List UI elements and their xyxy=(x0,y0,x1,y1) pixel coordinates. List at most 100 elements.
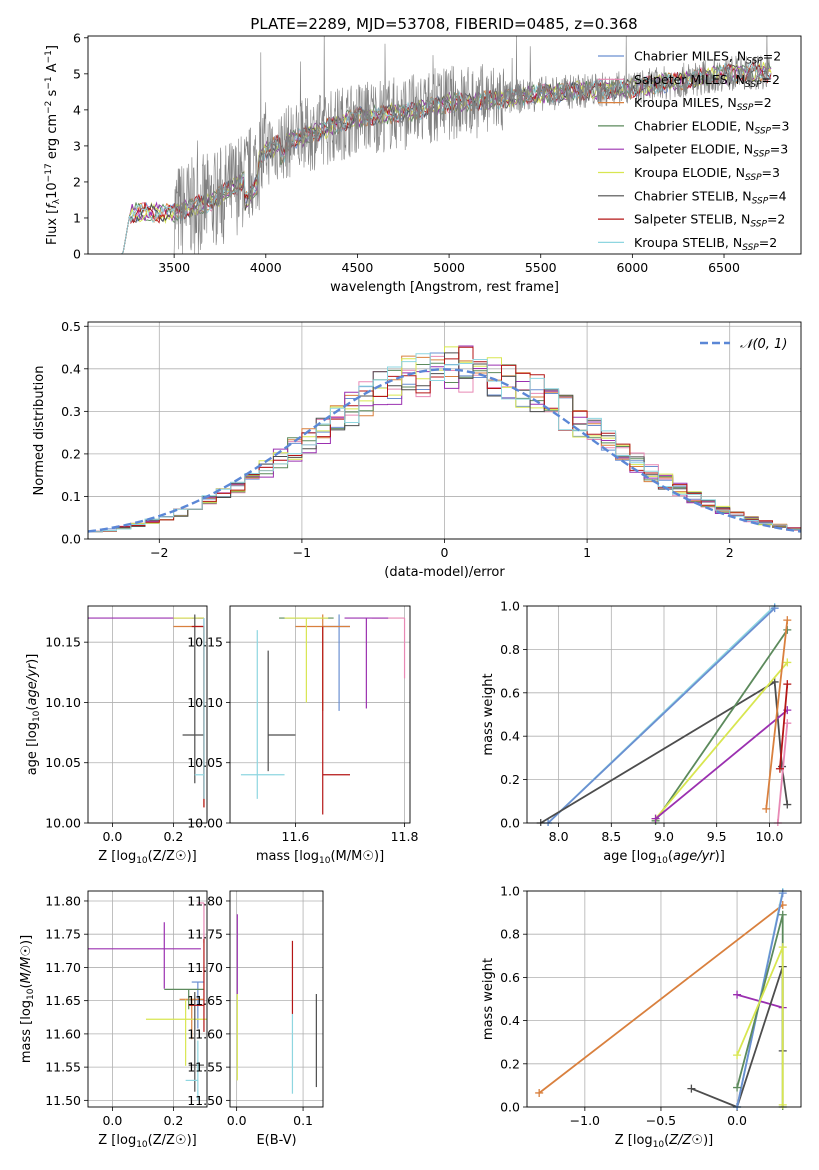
weight-marker-salpeter_elodie xyxy=(651,814,660,823)
x-axis-label: Z [log10(Z/Z☉)] xyxy=(98,849,196,866)
weight-line-salpeter_miles xyxy=(776,723,789,824)
x-tick-label: 8.0 xyxy=(549,829,569,844)
spectrum-lines xyxy=(121,36,772,254)
weight-marker-chabrier_stelib xyxy=(687,1084,696,1093)
weight-marker-kroupa_elodie xyxy=(733,1051,742,1060)
y-tick-label: 1.0 xyxy=(500,599,520,614)
error-bars xyxy=(236,914,317,1094)
x-axis-label: E(B-V) xyxy=(256,1133,296,1148)
x-tick-label: 3500 xyxy=(158,260,190,275)
error-bars xyxy=(88,614,205,808)
x-axis-label: Z [log10(Z/Z☉)] xyxy=(98,1133,196,1150)
y-tick-label: 10.15 xyxy=(187,635,223,650)
x-tick-label: 9.0 xyxy=(654,829,674,844)
y-tick-label: 0.2 xyxy=(61,446,81,461)
x-tick-label: −0.5 xyxy=(646,1113,676,1128)
x-axis-label: Z [log10(Z/Z☉)] xyxy=(615,1133,713,1150)
y-tick-label: 10.15 xyxy=(45,635,81,650)
y-tick-label: 0.1 xyxy=(61,489,81,504)
y-tick-label: 0.2 xyxy=(500,772,520,787)
y-tick-label: 0.8 xyxy=(500,927,520,942)
axes-frame xyxy=(229,605,411,824)
x-axis-label: wavelength [Angstrom, rest frame] xyxy=(330,280,559,295)
x-tick-label: 2 xyxy=(726,545,734,560)
weight-marker-kroupa_elodie xyxy=(783,658,792,667)
weight-line-chabrier_stelib xyxy=(540,680,789,824)
y-tick-label: 6 xyxy=(73,30,81,45)
y-tick-label: 10.00 xyxy=(187,816,223,831)
weight-line-kroupa_miles xyxy=(538,904,784,1094)
legend-label-normal: 𝒩(0, 1) xyxy=(740,337,787,352)
y-tick-label: 0.4 xyxy=(61,361,81,376)
x-tick-label: 11.8 xyxy=(391,829,419,844)
error-bars xyxy=(88,902,207,1101)
weight-lines xyxy=(535,888,787,1110)
x-tick-label: 8.5 xyxy=(601,829,621,844)
x-tick-label: 4500 xyxy=(342,260,374,275)
y-tick-label: 11.50 xyxy=(45,1093,81,1108)
x-tick-label: 11.6 xyxy=(282,829,310,844)
x-tick-label: 5500 xyxy=(525,260,557,275)
weight-line-kroupa_elodie xyxy=(736,946,784,1105)
y-tick-label: 11.80 xyxy=(187,893,223,908)
weight-marker-chabrier_miles xyxy=(770,604,779,613)
data-spectrum-line xyxy=(173,36,770,254)
x-tick-label: 1 xyxy=(583,545,591,560)
y-tick-label: 0.8 xyxy=(500,642,520,657)
y-tick-label: 11.65 xyxy=(187,993,223,1008)
x-tick-label: 0.0 xyxy=(102,1113,122,1128)
y-tick-label: 10.05 xyxy=(45,755,81,770)
y-tick-label: 0.6 xyxy=(500,685,520,700)
y-axis-label: age [log10(age/yr)] xyxy=(25,654,42,776)
y-tick-label: 11.55 xyxy=(45,1060,81,1075)
legend-label-kroupa_elodie: Kroupa ELODIE, NSSP=3 xyxy=(634,165,780,183)
weight-line-salpeter_elodie xyxy=(655,709,788,820)
y-tick-label: 10.00 xyxy=(45,816,81,831)
y-tick-label: 11.80 xyxy=(45,893,81,908)
y-tick-label: 11.50 xyxy=(187,1093,223,1108)
x-tick-label: −1.0 xyxy=(570,1113,600,1128)
weight-marker-kroupa_miles xyxy=(783,616,792,625)
chart-panels: 3500 4000 4500 5000 5500 6000 6500 0 1 2 3 4 5 6 wavel… xyxy=(19,30,802,1150)
x-tick-label: 5000 xyxy=(433,260,465,275)
residuals-chart: −2 −1 0 1 2 0.0 0.1 0.2 0.3 0.4 0.5 (data-model)/er… xyxy=(32,319,802,580)
x-tick-label: −1 xyxy=(293,545,311,560)
x-tick-label: 0.0 xyxy=(102,829,122,844)
y-axis-label: Normed distribution xyxy=(32,366,47,496)
weight-marker-chabrier_stelib xyxy=(783,800,792,809)
axes-frame xyxy=(87,890,208,1108)
legend-label-chabrier_stelib: Chabrier STELIB, NSSP=4 xyxy=(634,188,787,206)
y-tick-label: 0.0 xyxy=(61,532,81,547)
y-tick-label: 10.10 xyxy=(45,695,81,710)
y-tick-label: 10.10 xyxy=(187,695,223,710)
legend-label-chabrier_elodie: Chabrier ELODIE, NSSP=3 xyxy=(634,118,789,136)
x-tick-label: 0 xyxy=(441,545,449,560)
y-tick-label: 10.05 xyxy=(187,755,223,770)
weight-marker-chabrier_elodie xyxy=(733,1083,742,1092)
y-tick-label: 0.6 xyxy=(500,970,520,985)
y-tick-label: 11.75 xyxy=(45,927,81,942)
y-tick-label: 11.70 xyxy=(45,960,81,975)
x-tick-label: 4000 xyxy=(250,260,282,275)
x-tick-label: 10.0 xyxy=(755,829,783,844)
weight-marker-kroupa_elodie xyxy=(778,1100,787,1109)
y-tick-label: 11.60 xyxy=(187,1026,223,1041)
axes-frame xyxy=(526,605,802,824)
weight-line-chabrier_miles xyxy=(547,607,776,824)
x-tick-label: 6000 xyxy=(616,260,648,275)
y-tick-label: 0.4 xyxy=(500,729,520,744)
y-tick-label: 11.65 xyxy=(45,993,81,1008)
y-tick-label: 11.55 xyxy=(187,1060,223,1075)
y-axis-label: mass weight xyxy=(481,958,496,1040)
axes-frame xyxy=(526,890,802,1108)
weight-marker-kroupa_miles xyxy=(535,1088,544,1097)
weight_vs_age-chart: 8.0 8.5 9.0 9.5 10.0 0.0 0.2 0.4 0.6 0.8 1.0 age [l… xyxy=(481,599,802,866)
x-tick-label: 0.2 xyxy=(163,829,183,844)
weight-line-kroupa_miles xyxy=(765,620,789,809)
y-tick-label: 11.70 xyxy=(187,960,223,975)
legend-label-kroupa_miles: Kroupa MILES, NSSP=2 xyxy=(634,95,772,113)
weight-line-kroupa_elodie xyxy=(654,661,788,820)
weight-marker-chabrier_miles xyxy=(778,889,787,898)
weight-marker-chabrier_elodie xyxy=(778,910,787,919)
